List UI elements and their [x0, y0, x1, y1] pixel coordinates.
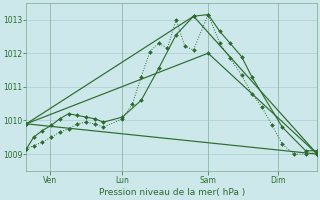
X-axis label: Pression niveau de la mer( hPa ): Pression niveau de la mer( hPa ) — [99, 188, 245, 197]
